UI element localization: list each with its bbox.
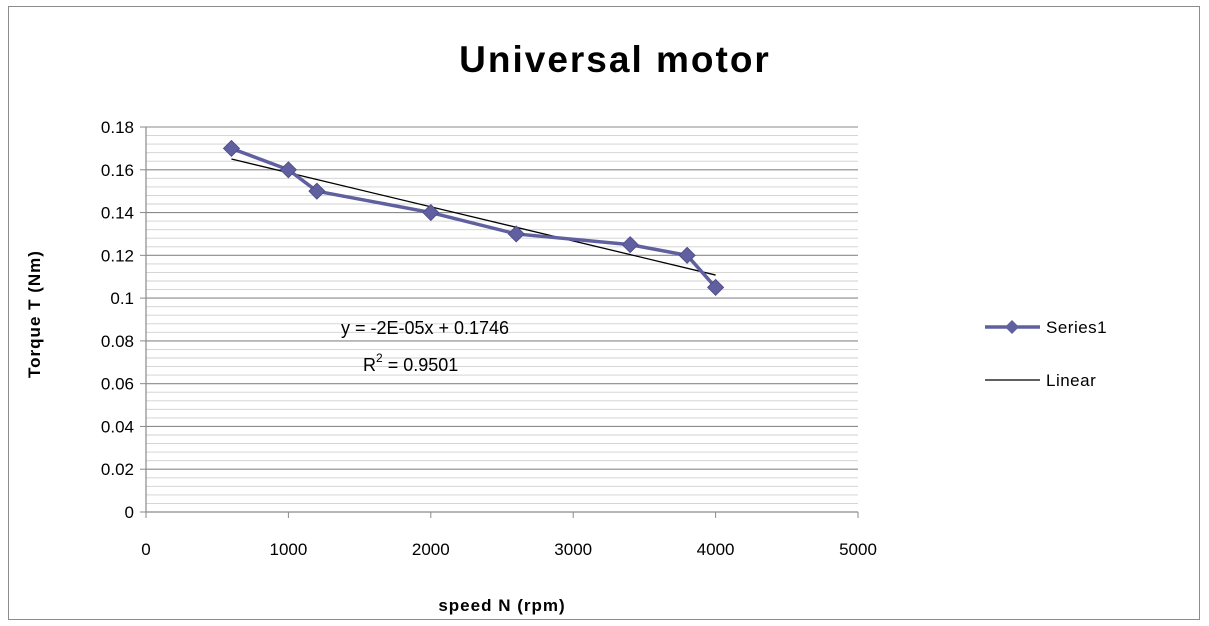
legend-linear-label: Linear [1046, 371, 1096, 390]
axes [140, 126, 859, 518]
x-tick-label: 1000 [269, 540, 307, 559]
trendline-linear [231, 158, 716, 276]
series-layer [222, 139, 725, 296]
y-tick-label: 0.06 [101, 375, 134, 394]
y-axis-title: Torque T (Nm) [25, 250, 44, 378]
x-axis-title: speed N (rpm) [438, 596, 565, 615]
series1-point [707, 278, 725, 296]
r2-value: = 0.9501 [383, 355, 459, 375]
series1-point [222, 139, 241, 157]
y-tick-label: 0.02 [101, 460, 134, 479]
series1-point [507, 225, 525, 243]
y-tick-label: 0.1 [110, 289, 134, 308]
r2-exponent: 2 [376, 351, 383, 365]
tick-labels: 0 0.02 0.04 0.06 0.08 0.1 0.12 0.14 0.16 0.18 0 100… [101, 118, 877, 559]
series1-point [678, 246, 696, 264]
x-tick-label: 2000 [412, 540, 450, 559]
series1-point [621, 236, 639, 254]
trendline-r-squared: R2 = 0.9501 [363, 351, 458, 375]
legend-item-series1: Series1 [985, 318, 1107, 337]
chart-frame [8, 6, 1200, 620]
legend-series1-label: Series1 [1046, 318, 1107, 337]
legend-item-linear: Linear [985, 371, 1096, 390]
x-tick-label: 0 [141, 540, 150, 559]
legend-series1-marker [1005, 320, 1019, 334]
x-tick-label: 5000 [839, 540, 877, 559]
chart-title: Universal motor [459, 39, 771, 80]
y-tick-label: 0.12 [101, 246, 134, 265]
trendline-equation: y = -2E-05x + 0.1746 [341, 318, 509, 338]
y-tick-label: 0.18 [101, 118, 134, 137]
x-tick-label: 3000 [554, 540, 592, 559]
y-tick-label: 0.16 [101, 161, 134, 180]
series1-point [279, 161, 297, 179]
y-tick-label: 0.14 [101, 204, 134, 223]
y-tick-label: 0.08 [101, 332, 134, 351]
grid-lines [146, 126, 858, 504]
series1-point [422, 203, 440, 222]
y-tick-label: 0.04 [101, 417, 134, 436]
r2-prefix: R [363, 355, 376, 375]
trendline-layer [231, 158, 716, 276]
y-tick-label: 0 [125, 503, 134, 522]
series1-point [308, 182, 326, 200]
x-tick-label: 4000 [697, 540, 735, 559]
legend: Series1 Linear [985, 318, 1107, 390]
